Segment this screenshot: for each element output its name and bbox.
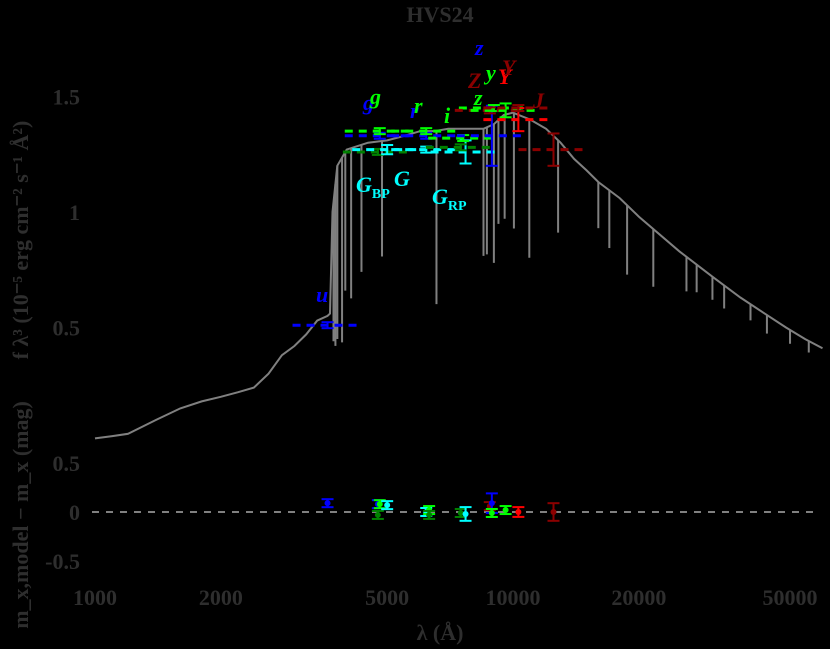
model-spectrum [94, 111, 823, 440]
band-label: i [444, 103, 451, 128]
x-tick-label: 2000 [199, 585, 243, 610]
band-label: y [483, 60, 496, 85]
x-tick-label: 5000 [365, 585, 409, 610]
band-label: r [414, 93, 423, 118]
band-label: Y [498, 64, 514, 89]
y-tick-label: 1 [69, 200, 80, 225]
chart-title: HVS24 [406, 2, 473, 27]
y-ticks-residuals: -0.5 0 0.5 [45, 451, 80, 574]
band-label: G [394, 166, 410, 191]
y-tick-label: 0 [69, 500, 80, 525]
band-label: Y [502, 55, 518, 80]
y-ticks-sed: 0.5 1 1.5 [53, 85, 81, 341]
residual-points [321, 492, 560, 522]
band-label: z [473, 85, 483, 110]
x-ticks: 1000 2000 5000 10000 20000 50000 [73, 585, 818, 610]
y-tick-label: 1.5 [53, 85, 81, 110]
x-tick-label: 10000 [486, 585, 541, 610]
photometry-points [292, 102, 589, 330]
band-label: g [362, 90, 374, 115]
y-axis-label-residuals: m_x,model − m_x (mag) [8, 401, 33, 629]
band-label: u [316, 282, 328, 307]
y-tick-label: -0.5 [45, 549, 80, 574]
x-tick-label: 20000 [611, 585, 666, 610]
x-axis-label: λ (Å) [417, 620, 464, 645]
band-label: J [532, 88, 545, 113]
x-tick-label: 50000 [763, 585, 818, 610]
band-label: Z [467, 68, 481, 93]
band-label: z [474, 35, 484, 60]
y-axis-label-sed: f λ³ (10⁻⁵ erg cm⁻² s⁻¹ Å²) [8, 121, 33, 360]
y-tick-label: 0.5 [53, 451, 81, 476]
y-tick-label: 0.5 [53, 316, 81, 341]
x-tick-label: 1000 [73, 585, 117, 610]
band-label: g [369, 84, 381, 109]
band-label: r [410, 98, 419, 123]
